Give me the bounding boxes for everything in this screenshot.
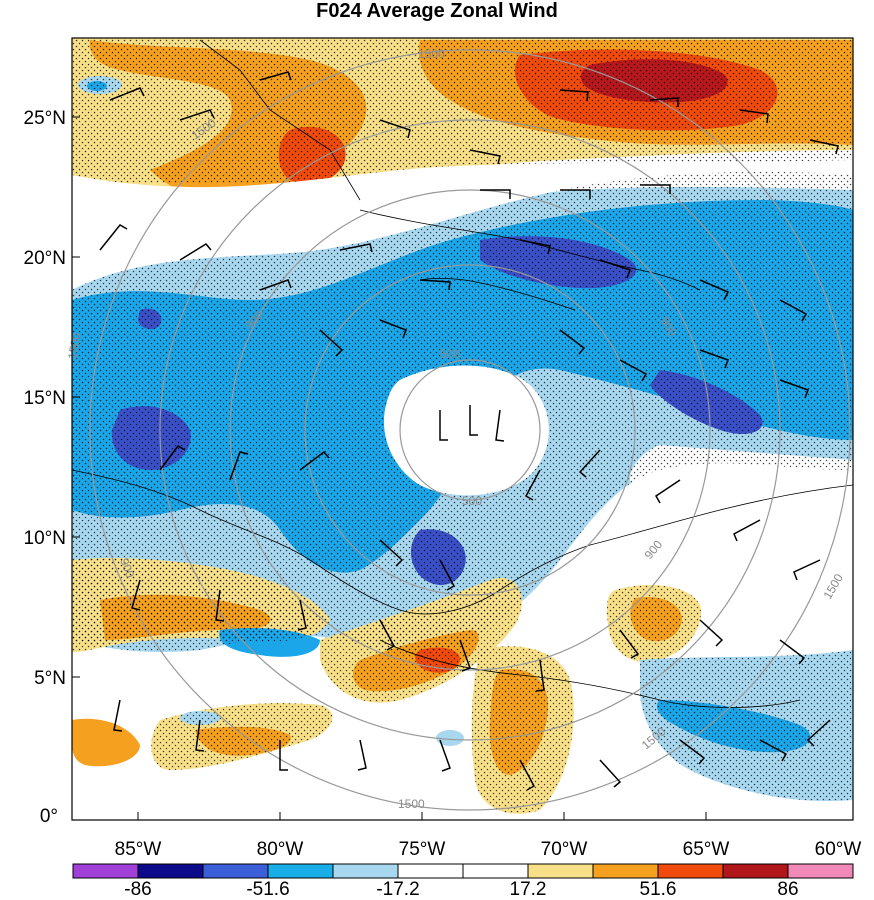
colorbar-segment: [462, 863, 529, 879]
colorbar-segment: [657, 863, 724, 879]
colorbar-segment: [202, 863, 269, 879]
colorbar-segment: [722, 863, 789, 879]
colorbar-segment: [787, 863, 854, 879]
lat-tick-label: 15°N: [24, 388, 66, 409]
lon-tick-label: 80°W: [257, 839, 304, 860]
ring-label: 1500: [418, 47, 445, 61]
lat-tick-label: 0°: [40, 806, 58, 827]
lon-tick-label: 85°W: [115, 839, 162, 860]
colorbar-tick-label: 51.6: [640, 879, 677, 900]
longitude-axis: 85°W 80°W 75°W 70°W 65°W 60°W: [115, 812, 862, 860]
colorbar-segment: [332, 863, 399, 879]
latitude-axis: 25°N 20°N 15°N 10°N 5°N 0°: [24, 108, 80, 827]
colorbar-tick-label: -51.6: [246, 879, 289, 900]
lon-tick-label: 60°W: [815, 839, 862, 860]
ring-label: 1500: [65, 331, 83, 360]
map-title: F024 Average Zonal Wind: [316, 0, 558, 22]
colorbar-segment: [72, 863, 139, 879]
range-ring-1500: [159, 119, 781, 741]
zonal-wind-field: [72, 38, 853, 814]
range-ring-1200: [229, 189, 711, 671]
ring-label: 900: [117, 556, 137, 580]
colorbar-segment: [137, 863, 204, 879]
lon-tick-label: 70°W: [541, 839, 588, 860]
lat-tick-label: 5°N: [34, 668, 66, 689]
colorbar-segment: [397, 863, 464, 879]
lon-tick-label: 65°W: [683, 839, 730, 860]
colorbar-segment: [592, 863, 659, 879]
lat-tick-label: 10°N: [24, 528, 66, 549]
colorbar-segment: [527, 863, 594, 879]
ring-label: 500: [462, 494, 482, 508]
range-ring-500: [399, 359, 541, 501]
lat-tick-label: 20°N: [24, 248, 66, 269]
plot-frame: [71, 37, 854, 821]
colorbar-labels: -86 -51.6 -17.2 17.2 51.6 86: [124, 879, 798, 900]
ring-label: 1500: [398, 797, 425, 811]
colorbar: [72, 863, 854, 879]
colorbar-tick-label: 17.2: [510, 879, 547, 900]
colorbar-tick-label: -17.2: [376, 879, 419, 900]
range-ring-900: [304, 264, 636, 596]
lat-tick-label: 25°N: [24, 108, 66, 129]
colorbar-tick-label: 86: [777, 879, 798, 900]
range-ring-1800: [89, 49, 851, 811]
lon-tick-label: 75°W: [399, 839, 446, 860]
colorbar-tick-label: -86: [124, 879, 151, 900]
ring-label: 500: [440, 347, 460, 361]
wind-barbs: [99, 71, 839, 791]
colorbar-segment: [267, 863, 334, 879]
